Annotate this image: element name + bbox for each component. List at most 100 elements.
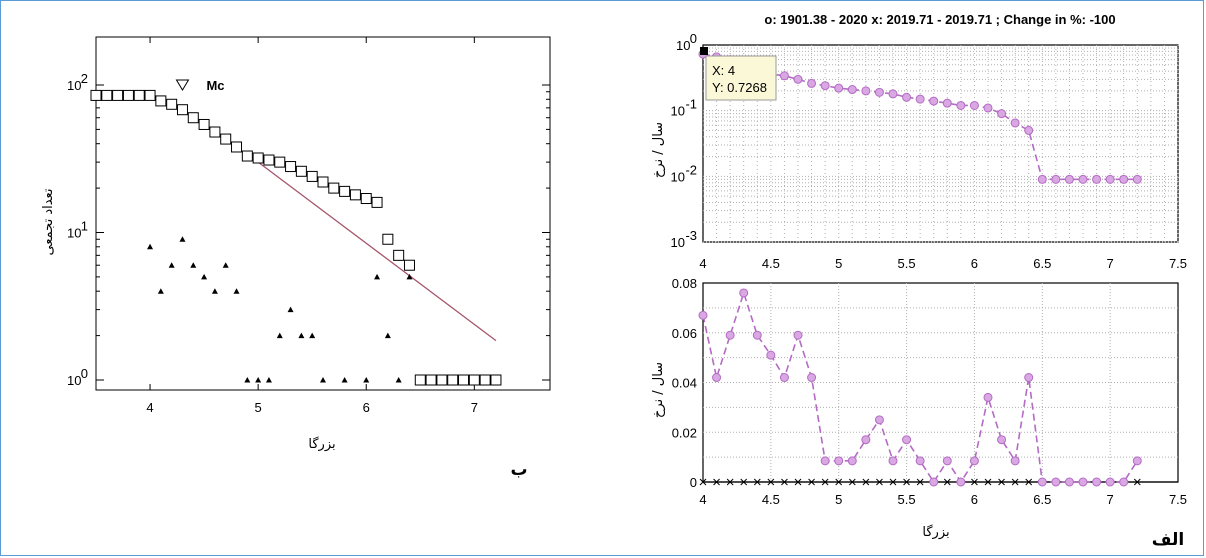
left-y-tick-label-exp: 1 xyxy=(81,219,88,234)
left-square-point xyxy=(425,374,437,386)
top-series-point xyxy=(956,100,966,110)
left-triangle-point xyxy=(168,262,175,268)
bottom-x-tick-label: 7.5 xyxy=(1169,492,1187,507)
panel-letter-b: ب xyxy=(510,460,527,480)
top-series-point xyxy=(888,89,898,99)
top-y-axis-label: سال / نرخ xyxy=(651,122,666,178)
left-square-point xyxy=(241,150,253,162)
left-triangle-point xyxy=(341,377,348,383)
left-square-point xyxy=(468,374,480,386)
left-square-point xyxy=(339,185,351,197)
top-series-point xyxy=(902,92,912,102)
left-square-point xyxy=(274,156,286,168)
bottom-y-tick-label: 0.02 xyxy=(672,425,697,440)
left-square-point xyxy=(490,374,502,386)
top-y-tick-label-base: 10 xyxy=(671,104,685,119)
top-series-point xyxy=(942,98,952,108)
left-square-point xyxy=(166,98,178,110)
mc-label: Mc xyxy=(206,78,224,93)
left-y-tick-label-base: 10 xyxy=(67,373,81,388)
top-x-tick-label: 6.5 xyxy=(1033,256,1051,271)
top-series-point xyxy=(1051,174,1061,184)
chart-labels: o: 1901.38 - 2020 x: 2019.71 - 2019.71 ;… xyxy=(764,12,1184,550)
bottom-series-point xyxy=(712,373,722,383)
bottom-series-point xyxy=(820,456,830,466)
left-triangle-point xyxy=(233,288,240,294)
bottom-series-point xyxy=(915,456,925,466)
left-square-point xyxy=(349,189,361,201)
left-square-point xyxy=(187,112,199,124)
bottom-series-point xyxy=(1119,477,1129,487)
left-y-tick-label-base: 10 xyxy=(67,78,81,93)
top-x-tick-label: 6 xyxy=(971,256,978,271)
left-triangle-point xyxy=(384,332,391,339)
left-plot-area xyxy=(95,36,551,391)
bottom-series-point xyxy=(725,330,735,340)
top-series-point xyxy=(997,109,1007,119)
left-x-tick-label: 7 xyxy=(471,400,478,415)
bottom-series-point xyxy=(956,477,966,487)
top-x-tick-label: 7.5 xyxy=(1169,256,1187,271)
bottom-series-line xyxy=(702,290,1138,484)
left-square-point xyxy=(295,165,307,177)
left-square-point xyxy=(101,89,113,101)
top-y-tick-label-base: 10 xyxy=(671,235,685,250)
bottom-series-point xyxy=(1024,373,1034,383)
bottom-series-point xyxy=(834,456,844,466)
tooltip-y-text: Y: 0.7268 xyxy=(712,80,767,95)
bottom-series-point xyxy=(874,415,884,425)
top-y-tick-label-exp: -3 xyxy=(685,228,697,243)
left-square-point xyxy=(328,182,340,194)
top-series-point xyxy=(1024,125,1034,135)
mc-marker xyxy=(175,79,190,91)
left-x-tick-label: 6 xyxy=(363,400,370,415)
left-y-tick-label-exp: 0 xyxy=(81,366,88,381)
left-square-point xyxy=(371,196,383,208)
left-triangle-point xyxy=(179,236,186,242)
left-triangle-point xyxy=(320,377,326,383)
right-chart-header: o: 1901.38 - 2020 x: 2019.71 - 2019.71 ;… xyxy=(764,12,1115,27)
top-y-tick-label-base: 10 xyxy=(676,38,690,53)
bottom-series-point xyxy=(1037,477,1047,487)
left-square-point xyxy=(317,176,329,188)
left-y-axis-label: تعداد تجمعی xyxy=(41,188,56,255)
left-square-point xyxy=(155,95,167,107)
bottom-series-point xyxy=(942,456,952,466)
left-triangle-point xyxy=(287,306,294,313)
left-square-point xyxy=(382,233,394,245)
top-series-point xyxy=(1092,174,1102,184)
left-square-point xyxy=(458,374,470,386)
top-y-tick-label-exp: -2 xyxy=(685,162,697,177)
left-square-point xyxy=(198,118,210,130)
left-square-point xyxy=(90,89,102,101)
left-square-point xyxy=(447,374,459,386)
left-triangle-point xyxy=(395,377,402,383)
top-series-point xyxy=(807,78,817,88)
bottom-series-point xyxy=(698,310,708,320)
top-x-tick-label: 7 xyxy=(1107,256,1114,271)
bottom-y-tick-label: 0 xyxy=(690,475,697,490)
left-square-point xyxy=(144,89,156,101)
top-series-point xyxy=(820,81,830,91)
bottom-y-tick-label: 0.04 xyxy=(672,376,697,391)
left-square-point xyxy=(220,133,232,145)
bottom-series-point xyxy=(1051,477,1061,487)
left-square-point xyxy=(122,89,134,101)
left-triangle-point xyxy=(190,262,197,268)
left-triangle-point xyxy=(147,243,154,250)
left-square-point xyxy=(414,374,426,386)
left-triangle-point xyxy=(244,377,251,383)
top-series-point xyxy=(929,96,939,106)
right-x-axis-label: بزرگا xyxy=(922,524,949,540)
bottom-series-point xyxy=(766,350,776,360)
left-triangle-point xyxy=(298,332,305,339)
left-square-point xyxy=(436,374,448,386)
top-series-point xyxy=(779,71,789,81)
tooltip-anchor xyxy=(700,47,708,55)
top-x-tick-label: 5.5 xyxy=(898,256,916,271)
top-y-tick-label-exp: 0 xyxy=(690,31,697,46)
bottom-x-tick-label: 4.5 xyxy=(762,492,780,507)
top-series-point xyxy=(874,87,884,97)
